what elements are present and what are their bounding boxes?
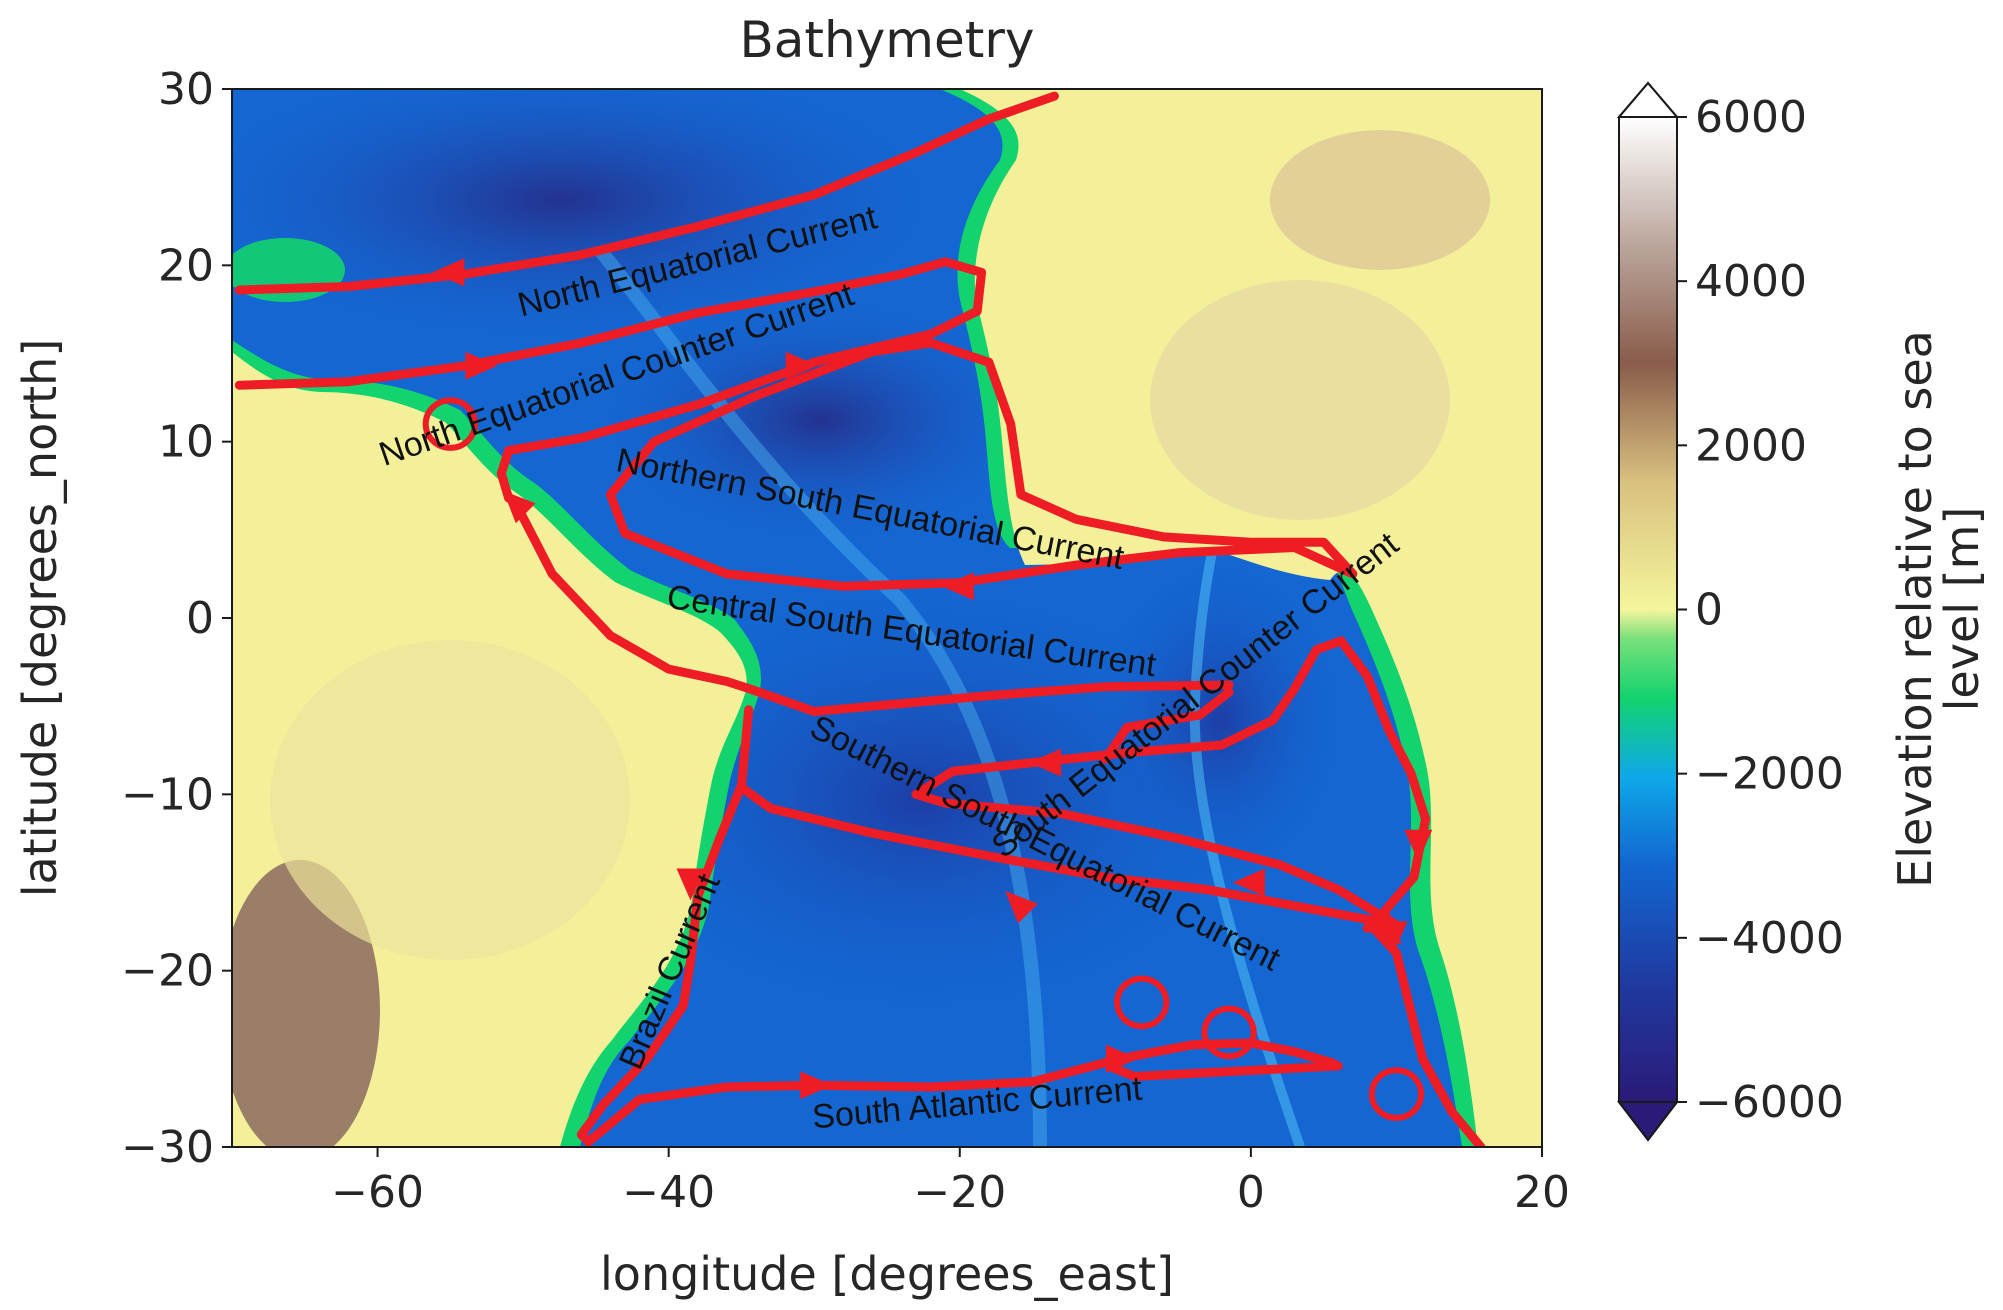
current-arrowhead-southern-south-equatorial <box>1005 890 1038 924</box>
y-tick-label: 30 <box>158 64 214 115</box>
current-arrowhead-benguela <box>1379 921 1408 954</box>
y-tick-label: 20 <box>158 240 214 291</box>
current-arrowhead-central-south-equatorial <box>503 490 536 524</box>
current-arrowhead-south-atlantic <box>800 1071 833 1100</box>
current-arrowhead-north-equatorial <box>432 258 465 287</box>
x-axis-label: longitude [degrees_east] <box>600 1247 1174 1301</box>
colorbar-label-line1: Elevation relative to sea <box>1888 330 1942 888</box>
y-tick-label: −20 <box>121 946 214 997</box>
colorbar-tick-label: −6000 <box>1695 1077 1844 1128</box>
x-tick-label: −60 <box>331 1167 424 1218</box>
x-tick-label: 0 <box>1237 1167 1265 1218</box>
africa-interior <box>1150 280 1450 520</box>
colorbar-tick-label: −4000 <box>1695 913 1844 964</box>
y-tick-label: 0 <box>186 593 214 644</box>
currents-layer <box>234 91 1486 1147</box>
andes <box>232 860 380 1147</box>
current-path-northern-south-equatorial <box>605 338 1358 591</box>
y-tick-label: −30 <box>121 1122 214 1173</box>
x-axis-ticks: −60 −40 −20 0 20 <box>331 1147 1570 1218</box>
mid-atlantic-ridge <box>594 245 1047 1147</box>
colorbar-tick-label: −2000 <box>1695 749 1844 800</box>
y-axis-label: latitude [degrees_north] <box>13 339 67 898</box>
eddy-loop <box>422 397 478 451</box>
map-area <box>232 89 1542 1147</box>
current-arrowhead-northern-south-equatorial <box>941 572 974 601</box>
sahara-highlands <box>1270 130 1490 270</box>
colorbar-tick-label: 4000 <box>1695 256 1807 307</box>
current-arrowhead-north-equatorial-counter <box>785 351 818 380</box>
x-tick-label: 20 <box>1514 1167 1570 1218</box>
colorbar-tick-label: 2000 <box>1695 420 1807 471</box>
deep-basin-central <box>600 300 1040 540</box>
current-arrowhead-southern-south-equatorial <box>1232 868 1265 897</box>
current-arrowhead-south-atlantic <box>1105 1044 1138 1073</box>
y-axis-ticks: 30 20 10 0 −10 −20 −30 <box>121 64 232 1173</box>
colorbar-extend-max <box>1616 81 1680 118</box>
eddy-loop <box>1201 1005 1257 1060</box>
current-arrowhead-brazil <box>676 868 705 901</box>
colorbar-tick-label: 0 <box>1695 585 1723 636</box>
current-path-south-equatorial-counter-branch <box>1100 687 1234 764</box>
x-tick-label: −20 <box>913 1167 1006 1218</box>
y-tick-label: 10 <box>158 417 214 468</box>
colorbar-label-line2: level [m] <box>1935 507 1989 712</box>
current-path-south-atlantic <box>584 1038 1343 1147</box>
map-title: Bathymetry <box>739 11 1034 69</box>
y-tick-label: −10 <box>121 769 214 820</box>
x-tick-label: −40 <box>622 1167 715 1218</box>
deep-basin-angola <box>1090 550 1350 890</box>
colorbar: 6000 4000 2000 0 −2000 −4000 −6000 Elevation r… <box>1616 81 1989 1142</box>
current-path-brazil <box>576 781 746 1147</box>
eddy-loop <box>1114 975 1170 1030</box>
current-path-southern-south-equatorial <box>736 705 1401 930</box>
current-arrowhead-south-equatorial-counter <box>1029 748 1062 777</box>
current-path-central-south-equatorial <box>511 498 1234 716</box>
brazil-interior <box>270 640 630 960</box>
current-arrowhead-north-equatorial-counter <box>465 351 498 380</box>
current-arrowhead-south-equatorial-counter <box>1404 829 1433 862</box>
colorbar-tick-label: 6000 <box>1695 92 1807 143</box>
colorbar-gradient <box>1619 117 1677 1102</box>
colorbar-extend-min <box>1616 1101 1680 1142</box>
eddy-loop <box>1368 1067 1425 1121</box>
current-path-north-equatorial <box>234 91 1059 295</box>
current-path-north-equatorial-counter <box>234 257 987 503</box>
colorbar-ticks: 6000 4000 2000 0 −2000 −4000 −6000 <box>1677 92 1844 1128</box>
